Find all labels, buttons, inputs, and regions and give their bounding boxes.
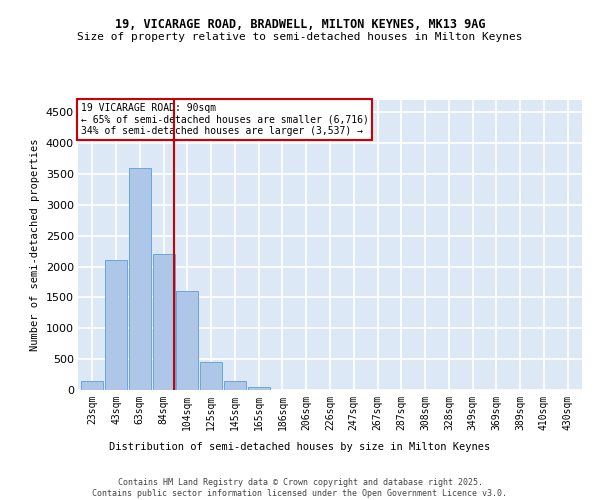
Bar (176, 292, 198, 390)
Bar (82, 380, 103, 390)
Text: Distribution of semi-detached houses by size in Milton Keynes: Distribution of semi-detached houses by … (109, 442, 491, 452)
Bar (224, 380, 246, 390)
Bar (105, 260, 127, 390)
Bar (248, 387, 269, 390)
Text: 19 VICARAGE ROAD: 90sqm
← 65% of semi-detached houses are smaller (6,716)
34% of: 19 VICARAGE ROAD: 90sqm ← 65% of semi-de… (80, 103, 368, 136)
Bar (152, 254, 175, 390)
Text: Size of property relative to semi-detached houses in Milton Keynes: Size of property relative to semi-detach… (77, 32, 523, 42)
Bar (200, 362, 222, 390)
Y-axis label: Number of semi-detached properties: Number of semi-detached properties (30, 138, 40, 352)
Text: 19, VICARAGE ROAD, BRADWELL, MILTON KEYNES, MK13 9AG: 19, VICARAGE ROAD, BRADWELL, MILTON KEYN… (115, 18, 485, 30)
Bar (129, 168, 151, 390)
Text: Contains HM Land Registry data © Crown copyright and database right 2025.
Contai: Contains HM Land Registry data © Crown c… (92, 478, 508, 498)
